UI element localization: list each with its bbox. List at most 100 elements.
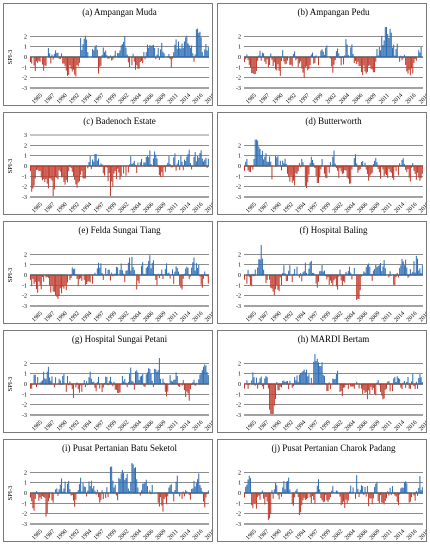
bar <box>180 48 182 57</box>
bar <box>74 268 76 275</box>
bar <box>260 155 262 166</box>
bar <box>374 269 376 275</box>
bar <box>319 57 321 58</box>
bar <box>163 166 165 168</box>
bar <box>332 156 334 166</box>
bar <box>129 257 131 275</box>
x-tick-label: 2011 <box>167 202 180 215</box>
bar <box>396 272 398 275</box>
x-tick-label: 1985 <box>31 420 44 433</box>
x-tick-label: 1985 <box>245 311 258 324</box>
bar <box>51 275 53 286</box>
bar <box>131 463 133 493</box>
bar <box>284 57 286 65</box>
bar <box>270 493 272 514</box>
bar <box>155 57 157 60</box>
bar <box>135 164 137 166</box>
bar <box>157 273 159 275</box>
bar <box>164 166 166 172</box>
bar <box>389 384 391 392</box>
bar <box>64 481 66 493</box>
bar <box>89 56 91 57</box>
bar <box>300 493 302 513</box>
bar <box>400 384 402 388</box>
bar <box>157 370 159 384</box>
bar <box>83 275 85 280</box>
x-tick-label: 2019 <box>204 93 213 106</box>
bar <box>335 51 337 57</box>
bar <box>52 275 54 292</box>
bar <box>205 275 207 277</box>
bar <box>44 493 46 498</box>
bar <box>344 384 346 388</box>
bar <box>102 166 104 174</box>
bar <box>86 275 88 284</box>
bar <box>297 166 299 172</box>
bar <box>380 263 382 275</box>
bar <box>161 383 163 384</box>
bar <box>124 378 126 384</box>
bar <box>319 166 321 178</box>
bar <box>270 275 272 288</box>
bar <box>347 384 349 389</box>
bar <box>418 50 420 57</box>
bar <box>317 479 319 493</box>
bar <box>109 55 111 57</box>
y-tick-label: -3 <box>22 195 27 201</box>
bar <box>137 275 139 281</box>
bar <box>294 268 296 275</box>
bar <box>296 266 298 275</box>
bar <box>418 166 420 178</box>
bar <box>283 265 285 275</box>
x-tick-label: 1985 <box>31 202 44 215</box>
x-tick-label: 1992 <box>282 202 295 215</box>
bar <box>346 273 348 275</box>
x-tick-label: 2016 <box>192 420 205 433</box>
bar <box>245 161 247 166</box>
x-tick-label: 1990 <box>270 202 283 215</box>
bar <box>315 491 317 493</box>
bar <box>413 384 415 387</box>
bar <box>263 493 265 499</box>
bar <box>313 272 315 275</box>
bar <box>84 166 86 179</box>
chart-panel: (g) Hospital Sungai Petani SPI-3 -3 -2 -1 0 1 2… <box>3 330 213 433</box>
y-tick-label: -1 <box>22 392 27 398</box>
bar <box>275 384 277 400</box>
bar <box>259 259 261 275</box>
bar <box>283 57 285 62</box>
bar <box>420 46 422 57</box>
x-tick-label: 2016 <box>405 93 418 106</box>
bar <box>59 484 61 493</box>
bar <box>204 493 206 508</box>
x-tick-label: 1994 <box>81 202 94 215</box>
bar <box>401 258 403 275</box>
bar <box>89 486 91 493</box>
bar <box>326 384 328 392</box>
x-tick-label: 1997 <box>93 529 106 542</box>
bar <box>291 275 293 283</box>
bar <box>339 166 341 169</box>
bar <box>395 381 397 384</box>
bar <box>38 57 40 61</box>
bar <box>380 493 382 496</box>
bar <box>390 383 392 384</box>
bar <box>43 57 45 71</box>
bar <box>377 55 379 57</box>
bar <box>163 53 165 57</box>
bar <box>169 485 171 493</box>
bar <box>174 271 176 275</box>
bar <box>166 384 168 397</box>
bar <box>162 166 164 177</box>
bar <box>47 275 49 278</box>
bar <box>123 166 125 174</box>
bar <box>310 260 312 275</box>
bar <box>176 48 178 57</box>
bar <box>205 365 207 384</box>
bar <box>254 139 256 166</box>
bar <box>376 382 378 384</box>
x-tick-label: 2019 <box>418 420 427 433</box>
x-tick-label: 1985 <box>245 529 258 542</box>
